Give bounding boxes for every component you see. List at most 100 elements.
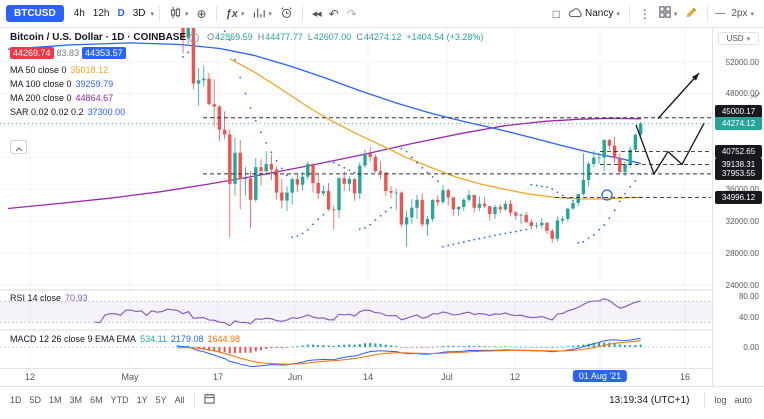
top-toolbar: BTCUSD 4h 12h D 3D ▾ ▾ ⊕ ƒx ▾ ▾ ◀◀ ↶ ↷ □ [0,0,764,28]
price-level-badge: 40752.65 [715,145,762,159]
range-1d-button[interactable]: 1D [6,394,26,406]
instrument-info-icon[interactable]: i [189,32,200,43]
clock-label[interactable]: 13:19:34 (UTC+1) [609,394,690,406]
line-width-icon: — [715,8,726,19]
more-options-button[interactable]: ⋮ [635,5,655,23]
indicator-templates-button[interactable]: ▾ [248,4,276,24]
rsi-value: 70.93 [65,293,88,303]
interval-button-4h[interactable]: 4h [70,6,89,21]
time-axis[interactable]: 12 May 17 Jun 14 Jul 12 16 01 Aug '21 [0,368,712,386]
ohlc-o-label: O [207,32,215,42]
bar-replay-button[interactable]: ◀◀ [308,8,325,20]
indicators-caret-icon: ▾ [240,10,245,18]
last-price-badge: 44274.12 [715,117,762,131]
undo-button[interactable]: ↶ [325,5,343,23]
price-tick: 48000.00 [725,89,759,99]
macd-pane [0,337,712,367]
redo-button[interactable]: ↷ [343,5,361,23]
range-ytd-button[interactable]: YTD [107,394,133,406]
interval-caret-icon[interactable]: ▾ [150,10,155,18]
macd-line-value: 2179.08 [170,334,204,344]
range-5d-button[interactable]: 5D [26,394,46,406]
time-tick: 17 [212,372,224,382]
layout-grid-button[interactable]: ▾ [655,4,682,23]
alert-button[interactable] [276,4,297,24]
indicators-button[interactable]: ƒx ▾ [222,6,249,22]
price-axis[interactable]: USD ▾ 52000.00 48000.00 36000.00 32000.00 28… [712,28,764,386]
price-level-badge: 34996.12 [715,190,762,204]
line-width-value: 2px [731,8,748,19]
range-6m-button[interactable]: 6M [86,394,107,406]
legend-collapse-button[interactable] [10,140,27,154]
interval-button-12h[interactable]: 12h [89,6,114,21]
line-width-button[interactable]: 2px ▾ [727,6,758,21]
ma100-value: 39259.79 [75,79,114,89]
currency-toggle[interactable]: USD ▾ [718,32,759,45]
ma50-legend-row[interactable]: MA 50 close 0 35018.12 [10,65,108,75]
time-tick: 16 [679,372,691,382]
interval-button-1d[interactable]: D [113,6,128,21]
ohlc-h-label: H [257,32,265,42]
compare-button[interactable]: ⊕ [193,5,211,23]
ohlc-c-value: 44274.12 [363,32,402,42]
macd-hist-value: 534.11 [140,334,167,344]
rsi-tick: 80.00 [738,291,759,301]
range-5y-button[interactable]: 5Y [152,394,171,406]
ohlc-l-value: 42607.00 [313,32,352,42]
fx-icon: ƒx [225,7,238,20]
sar-legend-row[interactable]: SAR 0.02 0.02 0.2 37300.00 [10,107,125,117]
macd-tick: 0.00 [743,342,759,352]
auto-scale-toggle[interactable]: auto [730,394,756,406]
log-scale-toggle[interactable]: log [710,394,730,406]
calendar-icon [204,393,215,407]
range-3m-button[interactable]: 3M [66,394,87,406]
ma100-legend-row[interactable]: MA 100 close 0 39259.79 [10,79,113,89]
account-menu-button[interactable]: Nancy ▾ [564,5,624,23]
draw-pencil-button[interactable] [681,4,702,24]
ask-price-badge[interactable]: 44353.57 [82,47,126,59]
range-all-button[interactable]: All [171,394,189,406]
ma50-value: 35018.12 [70,65,109,75]
rsi-label: RSI 14 close [10,293,62,303]
time-tick: 12 [24,372,36,382]
go-to-date-button[interactable] [200,391,219,409]
pencil-icon [685,6,698,22]
rsi-tick: 40.00 [738,312,759,322]
account-name: Nancy [584,8,614,19]
bid-price-badge[interactable]: 44269.74 [10,47,54,59]
chart-type-button[interactable]: ▾ [165,4,193,24]
ohlc-h-value: 44477.77 [265,32,303,42]
gridlines [0,28,712,368]
interval-button-3d[interactable]: 3D [129,6,150,21]
toolbar-separator [215,5,217,22]
chevron-up-icon [15,140,23,155]
price-tick: 36000.00 [725,184,759,194]
time-tick: May [121,372,139,382]
range-1m-button[interactable]: 1M [45,394,66,406]
series-legend-row[interactable]: Bitcoin / U.S. Dollar · 1D · COINBASE i O4… [10,32,483,43]
rail-line-chart-icon[interactable] [750,90,761,103]
main-pane [0,28,712,248]
account-caret-icon: ▾ [616,10,620,18]
ohlc-o-value: 42869.59 [215,32,253,42]
layout-caret-icon: ▾ [673,10,678,18]
ohlc-change: +1404.54 (+3.28%) [406,32,484,42]
rsi-pane [0,298,712,327]
bottom-separator [704,392,706,408]
square-icon[interactable]: □ [549,5,564,23]
symbol-search-button[interactable]: BTCUSD [6,5,64,22]
chart-canvas[interactable] [0,28,712,368]
rsi-legend-row[interactable]: RSI 14 close 70.93 [10,293,88,303]
price-level-badge: 45000.17 [715,105,762,119]
toolbar-separator [159,5,161,22]
ma50-label: MA 50 close 0 [10,65,67,75]
toolbar-separator [707,5,709,22]
chart-area[interactable]: Bitcoin / U.S. Dollar · 1D · COINBASE i O4… [0,28,712,386]
ma200-legend-row[interactable]: MA 200 close 0 44864.67 [10,93,113,103]
range-1y-button[interactable]: 1Y [133,394,152,406]
macd-signal-value: 1644.98 [207,334,241,344]
time-tick: Jul [441,372,453,382]
currency-label: USD [726,34,744,43]
macd-legend-row[interactable]: MACD 12 26 close 9 EMA EMA 534.11 2179.08 1… [10,334,240,344]
